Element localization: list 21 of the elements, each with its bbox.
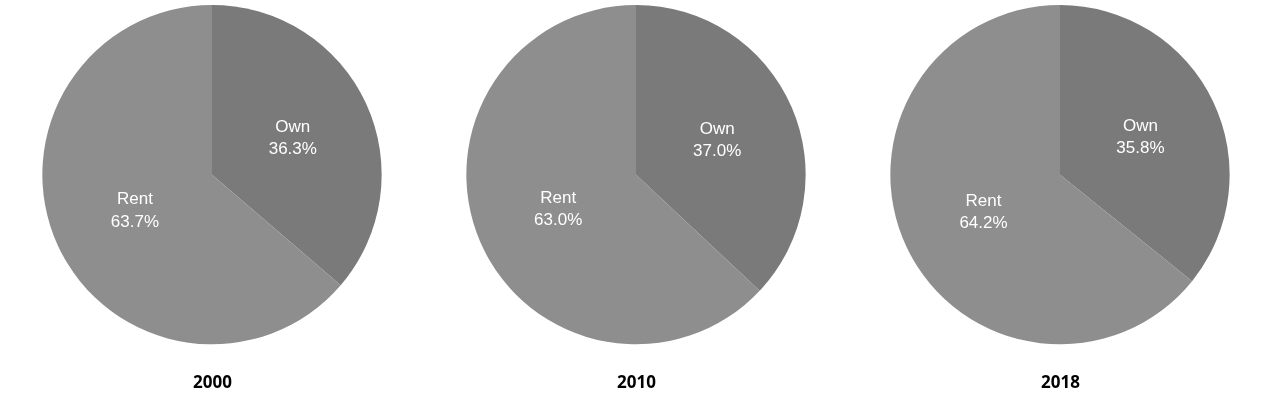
pie-slice [466,5,760,345]
text: 2010 [617,370,657,393]
slice-label: Own [1122,115,1158,135]
pie-slice [1060,5,1230,282]
pie-slice [636,5,806,291]
data-label: 63.7% [110,211,160,231]
text: 2000 [193,370,233,393]
slice-label: Own [699,118,735,138]
data-label: 64.2% [959,212,1008,232]
pie-slice [42,5,341,345]
slice-label: Rent [116,189,154,209]
data-label: 36.3% [268,139,317,159]
data-label: 35.8% [1116,137,1165,157]
slice-label: Rent [540,187,577,207]
data-label: 63.0% [534,209,583,229]
slice-label: Rent [965,190,1002,210]
text: 2018 [1041,370,1081,393]
data-label: 37.0% [693,141,742,161]
pie-slice [212,5,382,286]
slice-label: Own [275,117,311,137]
pie-slice [890,5,1193,345]
